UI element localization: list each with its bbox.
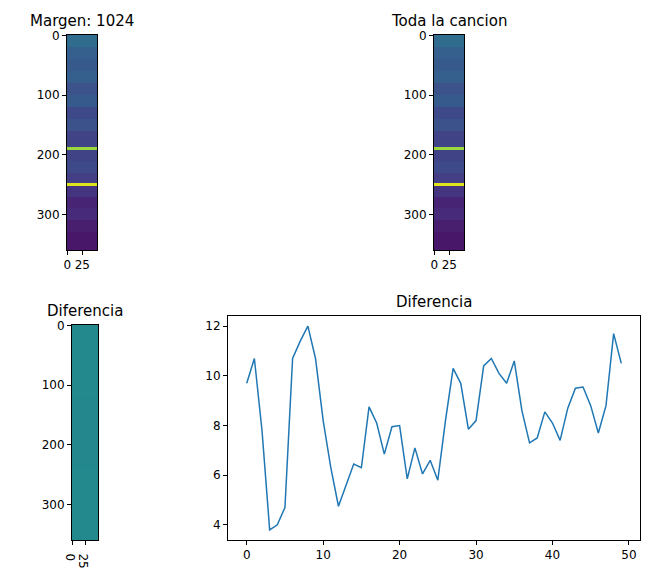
svg-text:100: 100 (37, 88, 60, 102)
svg-text:50: 50 (621, 548, 636, 562)
svg-text:300: 300 (42, 498, 65, 512)
svg-text:Margen: 1024: Margen: 1024 (30, 12, 134, 30)
svg-text:0: 0 (430, 258, 438, 272)
svg-text:8: 8 (213, 419, 221, 433)
svg-text:0: 0 (243, 548, 251, 562)
svg-text:0: 0 (63, 258, 71, 272)
svg-text:200: 200 (42, 438, 65, 452)
svg-text:30: 30 (468, 548, 483, 562)
svg-text:20: 20 (392, 548, 407, 562)
svg-text:12: 12 (205, 319, 220, 333)
svg-text:Diferencia: Diferencia (47, 302, 123, 320)
svg-text:200: 200 (404, 148, 427, 162)
svg-text:10: 10 (205, 369, 220, 383)
svg-text:300: 300 (37, 208, 60, 222)
svg-text:0: 0 (57, 319, 65, 333)
svg-text:Diferencia: Diferencia (396, 293, 472, 311)
svg-text:40: 40 (545, 548, 560, 562)
svg-text:25: 25 (442, 258, 457, 272)
svg-text:Toda la cancion: Toda la cancion (391, 12, 507, 30)
svg-text:0: 0 (419, 29, 427, 43)
svg-text:0: 0 (52, 29, 60, 43)
svg-text:200: 200 (37, 148, 60, 162)
svg-text:10: 10 (316, 548, 331, 562)
svg-text:0: 0 (63, 553, 77, 561)
svg-text:25: 25 (76, 553, 90, 568)
svg-text:100: 100 (42, 378, 65, 392)
svg-text:300: 300 (404, 208, 427, 222)
svg-text:6: 6 (213, 468, 221, 482)
svg-text:100: 100 (404, 88, 427, 102)
svg-text:4: 4 (213, 518, 221, 532)
svg-text:25: 25 (75, 258, 90, 272)
